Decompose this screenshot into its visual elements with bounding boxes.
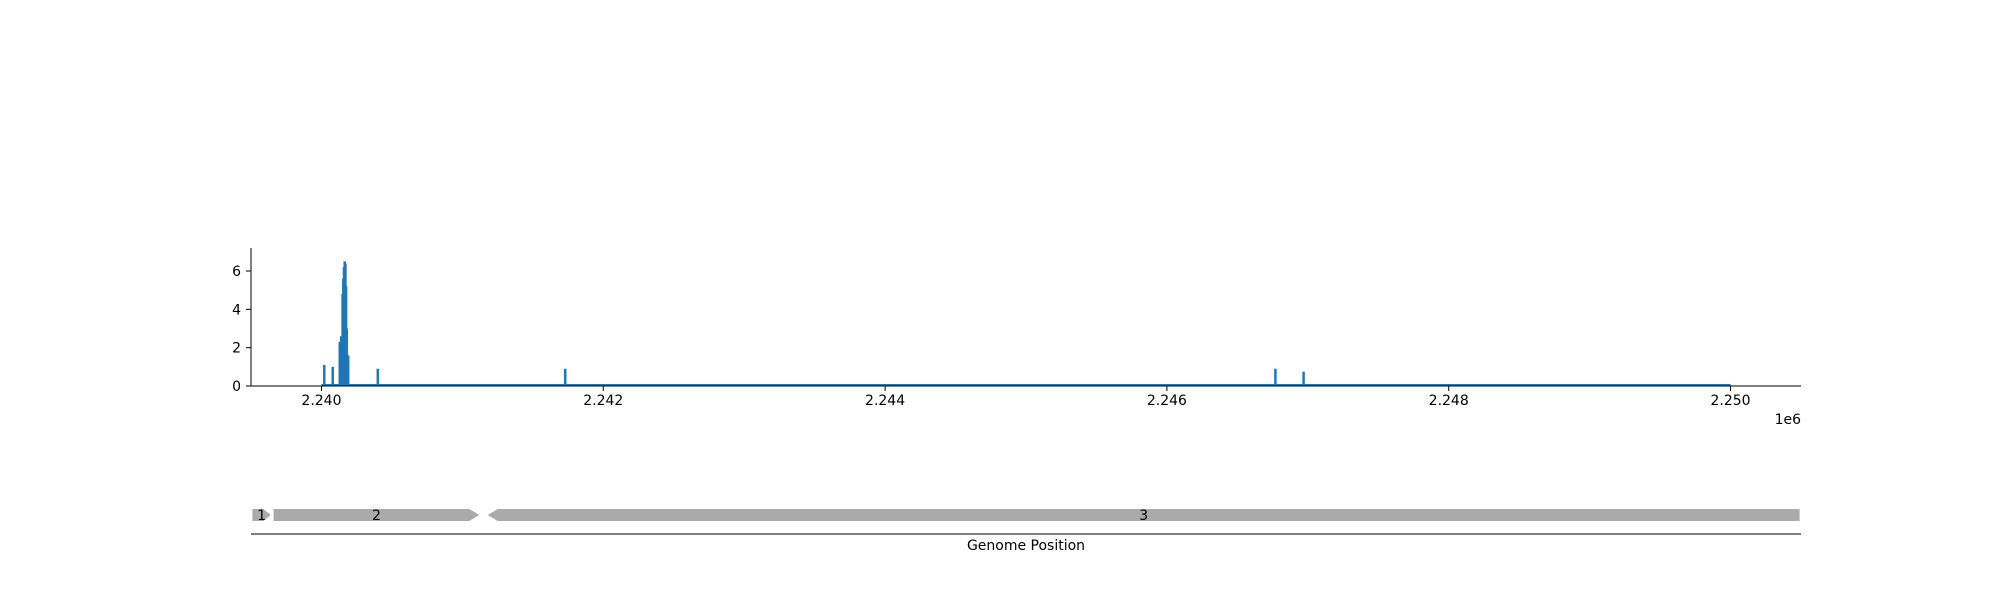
gene-features: 1 2 3 [252,508,1800,524]
x-tick-label: 2.248 [1429,393,1469,409]
coverage-plot: 0 2 4 6 2.240 2.242 2.244 2.246 2.248 2.250 1e6 [232,248,1801,428]
x-tick-label: 2.244 [865,393,905,409]
x-tick-label: 2.250 [1710,393,1750,409]
gene-label: 2 [372,508,381,524]
coverage-bars [323,261,1305,386]
y-tick-label: 4 [232,302,241,318]
x-axis-scale-label: 1e6 [1775,412,1802,428]
gene-track: 1 2 3 Genome Position [251,508,1801,554]
x-tick-label: 2.240 [301,393,341,409]
gene-label: 1 [257,508,266,524]
y-tick-label: 0 [232,379,241,395]
gene-arrow [487,509,1800,521]
gene-label: 3 [1139,508,1148,524]
gene-arrow [273,509,480,521]
y-tick-label: 6 [232,264,241,280]
y-axis-ticks: 0 2 4 6 [232,264,251,395]
x-axis-ticks: 2.240 2.242 2.244 2.246 2.248 2.250 [301,386,1751,409]
gene-arrow [252,509,271,521]
x-tick-label: 2.242 [583,393,623,409]
gene-track-xlabel: Genome Position [967,538,1085,554]
x-tick-label: 2.246 [1147,393,1187,409]
y-tick-label: 2 [232,341,241,357]
